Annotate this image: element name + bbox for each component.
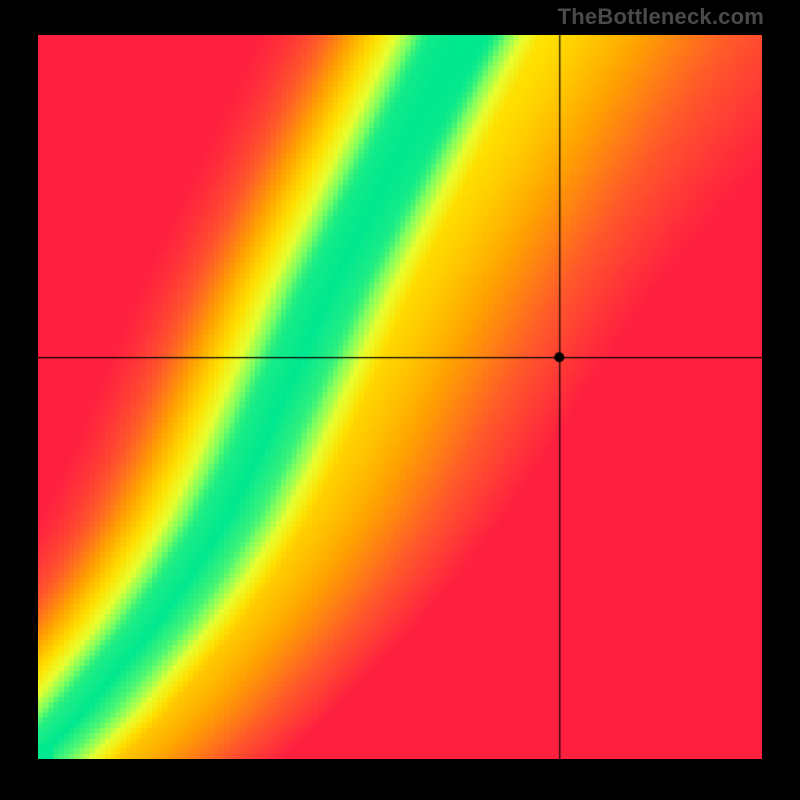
crosshair-overlay xyxy=(38,35,762,759)
chart-frame: TheBottleneck.com xyxy=(0,0,800,800)
attribution-text: TheBottleneck.com xyxy=(558,4,764,30)
